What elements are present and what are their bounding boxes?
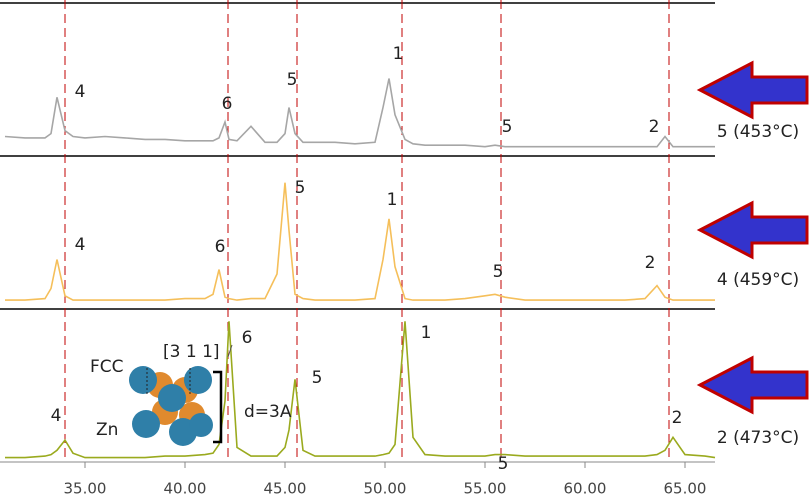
inset-label: Zn (96, 420, 118, 440)
peak-label: 1 (421, 323, 432, 343)
x-tick-label: 55.00 (464, 480, 507, 498)
peak-label: 1 (393, 44, 404, 64)
peak-label: 4 (51, 406, 62, 426)
series-line (5, 321, 716, 459)
peak-label: 5 (502, 117, 513, 137)
x-tick-label: 40.00 (164, 480, 207, 498)
x-tick-label: 35.00 (64, 480, 107, 498)
series-name: 4 (459°C) (717, 270, 799, 290)
series-name: 5 (453°C) (717, 122, 799, 142)
peak-label: 4 (75, 82, 86, 102)
series-name: 2 (473°C) (717, 428, 799, 448)
peak-label: 2 (672, 408, 683, 428)
peak-label: 5 (295, 178, 306, 198)
peak-label: 6 (242, 328, 253, 348)
x-tick-label: 65.00 (664, 480, 707, 498)
peak-label: 2 (645, 253, 656, 273)
series-line (5, 182, 715, 301)
peak-label: 4 (75, 235, 86, 255)
peak-label: 2 (649, 117, 660, 137)
peak-label: 5 (312, 368, 323, 388)
peak-label: 5 (287, 70, 298, 90)
arrow (696, 355, 809, 415)
arrow (696, 60, 809, 120)
x-tick-label: 45.00 (264, 480, 307, 498)
peak-label: 1 (387, 190, 398, 210)
inset-label: d=3A (244, 402, 292, 422)
peak-label: 5 (498, 454, 509, 474)
inset-label: FCC (90, 357, 124, 377)
peak-label: 5 (493, 262, 504, 282)
x-tick-label: 50.00 (364, 480, 407, 498)
peak-label: 6 (215, 237, 226, 257)
crystal-inset (129, 344, 233, 446)
series-line (4, 78, 715, 148)
arrow (696, 200, 809, 260)
inset-label: [3 1 1] (163, 342, 220, 362)
x-tick-label: 60.00 (564, 480, 607, 498)
peak-label: 6 (222, 94, 233, 114)
